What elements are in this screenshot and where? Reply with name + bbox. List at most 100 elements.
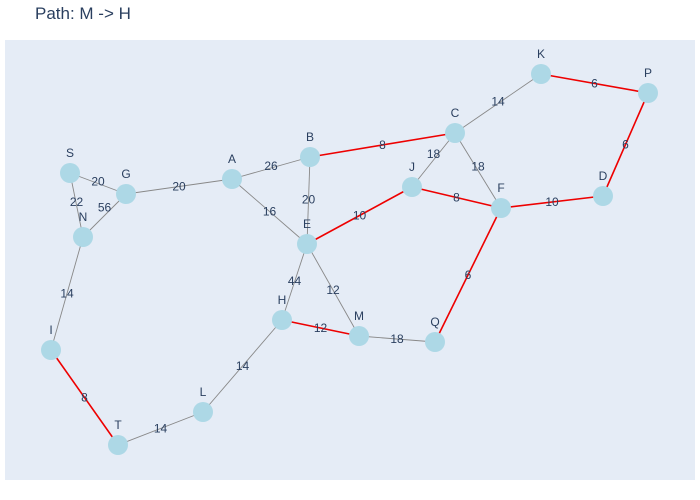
node-label: I: [49, 323, 52, 337]
node-marker[interactable]: [41, 340, 61, 360]
node-N[interactable]: N: [73, 210, 93, 247]
node-L[interactable]: L: [193, 385, 213, 422]
node-marker[interactable]: [300, 147, 320, 167]
node-marker[interactable]: [116, 184, 136, 204]
edges-layer: [50, 73, 649, 446]
edge-weight-label: 20: [172, 180, 186, 194]
edge-weight-label: 6: [622, 138, 629, 152]
edge-weight-label: 18: [471, 160, 485, 174]
edge-T-L: [117, 411, 204, 446]
node-label: A: [228, 152, 236, 166]
edge-G-A: [125, 178, 233, 195]
node-marker[interactable]: [272, 310, 292, 330]
edge-C-K: [454, 73, 542, 134]
edge-weight-label: 6: [591, 77, 598, 91]
edge-A-E: [231, 178, 308, 245]
edge-P-D: [602, 92, 649, 197]
node-marker[interactable]: [297, 234, 317, 254]
node-label: H: [278, 293, 287, 307]
node-marker[interactable]: [349, 326, 369, 346]
edge-weight-label: 18: [427, 147, 441, 161]
edge-weight-label: 14: [60, 287, 74, 301]
node-label: L: [200, 385, 207, 399]
node-marker[interactable]: [73, 227, 93, 247]
edge-B-E: [306, 156, 311, 245]
node-label: C: [451, 106, 460, 120]
node-F[interactable]: F: [491, 181, 511, 218]
node-C[interactable]: C: [445, 106, 465, 143]
edge-weight-label: 14: [491, 95, 505, 109]
node-label: Q: [430, 315, 439, 329]
node-marker[interactable]: [108, 435, 128, 455]
node-marker[interactable]: [193, 402, 213, 422]
edge-weight-label: 18: [390, 332, 404, 346]
edge-weight-label: 12: [314, 321, 328, 335]
edge-weight-label: 44: [288, 274, 302, 288]
node-Q[interactable]: Q: [425, 315, 445, 352]
edge-weight-label: 20: [91, 175, 105, 189]
edge-labels-layer: 6 14 8 6 18 18 8 10 26 20 10 20 20 16 22 56 14 44 12 12 18 6 8…: [60, 77, 629, 436]
edge-weight-label: 8: [453, 191, 460, 205]
plot-background: [5, 40, 695, 480]
edge-weight-label: 56: [98, 201, 112, 215]
node-label: D: [599, 169, 608, 183]
chart-title: Path: M -> H: [35, 4, 131, 23]
node-A[interactable]: A: [222, 152, 242, 189]
edge-G-N: [82, 193, 127, 238]
edge-weight-label: 8: [81, 391, 88, 405]
node-label: F: [497, 181, 504, 195]
node-label: J: [409, 160, 415, 174]
node-label: E: [303, 217, 311, 231]
edge-weight-label: 16: [263, 205, 277, 219]
edge-M-Q: [358, 335, 436, 343]
edge-E-H: [281, 243, 308, 321]
node-label: M: [354, 309, 364, 323]
node-I[interactable]: I: [41, 323, 61, 360]
node-P[interactable]: P: [638, 66, 658, 103]
node-marker[interactable]: [445, 123, 465, 143]
node-label: G: [121, 167, 130, 181]
node-J[interactable]: J: [402, 160, 422, 197]
node-H[interactable]: H: [272, 293, 292, 330]
edge-F-Q: [434, 207, 502, 343]
edge-E-M: [306, 243, 360, 337]
node-S[interactable]: S: [60, 146, 80, 183]
edge-weight-label: 26: [264, 159, 278, 173]
edge-H-M: [281, 319, 360, 337]
edge-C-J: [411, 132, 456, 188]
node-label: P: [644, 66, 652, 80]
edge-N-I: [50, 236, 84, 351]
node-G[interactable]: G: [116, 167, 136, 204]
node-marker[interactable]: [222, 169, 242, 189]
node-label: T: [114, 418, 122, 432]
node-D[interactable]: D: [593, 169, 613, 206]
node-marker[interactable]: [593, 186, 613, 206]
node-label: S: [66, 146, 74, 160]
node-B[interactable]: B: [300, 130, 320, 167]
node-marker[interactable]: [638, 83, 658, 103]
edge-weight-label: 20: [302, 193, 316, 207]
node-marker[interactable]: [402, 177, 422, 197]
node-E[interactable]: E: [297, 217, 317, 254]
node-M[interactable]: M: [349, 309, 369, 346]
node-T[interactable]: T: [108, 418, 128, 455]
edge-E-J: [306, 186, 413, 245]
edge-F-D: [500, 195, 604, 209]
edge-L-H: [202, 319, 283, 413]
edge-I-T: [50, 349, 119, 446]
edge-weight-label: 12: [326, 283, 340, 297]
edge-weight-label: 10: [545, 195, 559, 209]
node-marker[interactable]: [425, 332, 445, 352]
node-K[interactable]: K: [531, 47, 551, 84]
edge-B-C: [309, 132, 456, 158]
node-marker[interactable]: [531, 64, 551, 84]
nodes-layer: K P C B S G A J F D N E H M Q I L T: [41, 47, 658, 455]
edge-C-F: [454, 132, 502, 209]
node-label: N: [79, 210, 88, 224]
node-marker[interactable]: [60, 163, 80, 183]
edge-weight-label: 22: [70, 195, 84, 209]
node-marker[interactable]: [491, 198, 511, 218]
edge-K-P: [540, 73, 649, 94]
edge-A-B: [231, 156, 311, 180]
